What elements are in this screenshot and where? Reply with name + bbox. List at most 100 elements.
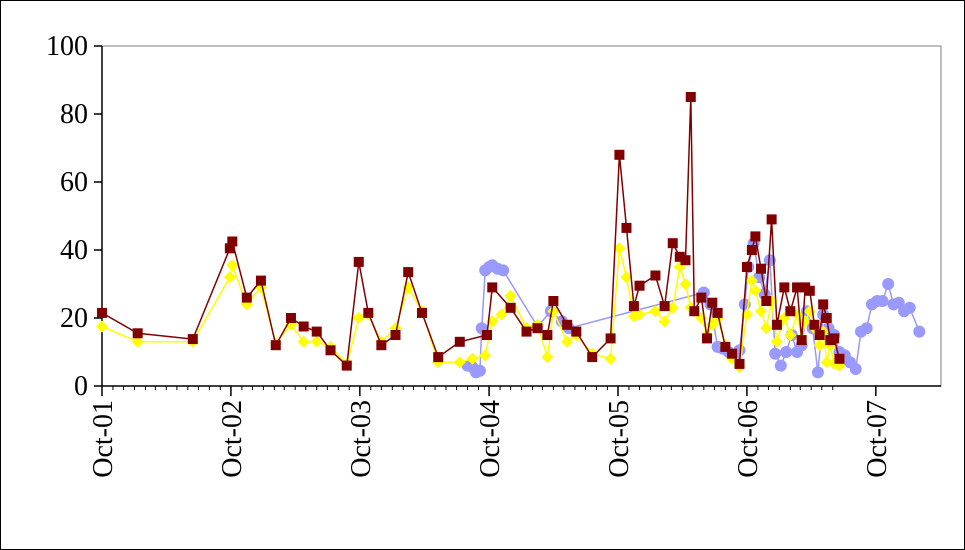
data-point xyxy=(829,333,840,344)
data-point xyxy=(707,297,718,308)
data-point xyxy=(341,360,352,371)
data-point xyxy=(466,352,479,365)
data-point xyxy=(376,340,387,351)
data-point xyxy=(187,334,198,345)
data-point xyxy=(750,231,761,242)
data-point xyxy=(505,302,516,313)
data-point xyxy=(674,251,685,262)
data-point xyxy=(804,285,815,296)
data-point xyxy=(680,255,691,266)
data-point xyxy=(325,345,336,356)
data-point xyxy=(561,335,574,348)
data-point xyxy=(223,271,236,284)
data-point xyxy=(771,319,782,330)
data-point xyxy=(226,259,239,272)
data-point xyxy=(658,315,671,328)
data-point xyxy=(587,352,598,363)
data-point xyxy=(473,364,486,377)
data-point xyxy=(433,352,444,363)
data-point xyxy=(311,326,322,337)
data-point xyxy=(689,306,700,317)
data-point xyxy=(532,323,543,334)
data-point xyxy=(416,307,427,318)
data-point xyxy=(811,366,824,379)
data-point xyxy=(497,264,510,277)
data-point xyxy=(541,351,554,364)
x-tick-label: Oct-01 xyxy=(88,400,119,478)
data-point xyxy=(834,353,845,364)
data-point xyxy=(849,363,862,375)
data-point xyxy=(542,330,553,340)
data-point xyxy=(860,322,873,335)
data-point xyxy=(796,335,807,346)
x-tick-label: Oct-05 xyxy=(604,400,635,478)
data-point xyxy=(97,307,107,318)
data-point xyxy=(548,296,559,306)
data-point xyxy=(774,359,787,372)
x-tick-label: Oct-06 xyxy=(733,400,764,478)
data-point xyxy=(666,301,679,314)
data-point xyxy=(745,274,758,287)
data-point xyxy=(903,301,916,314)
data-point xyxy=(255,275,266,286)
data-point xyxy=(649,305,662,318)
y-tick-label: 60 xyxy=(60,167,88,198)
data-point xyxy=(769,347,782,360)
series-0 xyxy=(97,92,845,371)
data-point xyxy=(454,336,465,347)
data-point xyxy=(96,320,108,333)
data-point xyxy=(650,270,661,281)
data-point xyxy=(353,256,364,267)
data-point xyxy=(297,335,310,348)
data-point xyxy=(766,214,777,225)
data-point xyxy=(741,262,752,272)
data-point xyxy=(696,292,707,303)
data-point xyxy=(310,335,323,348)
data-point xyxy=(702,333,713,344)
data-point xyxy=(913,325,926,338)
data-point xyxy=(285,313,296,323)
data-point xyxy=(504,289,517,302)
data-point xyxy=(521,326,532,337)
data-point xyxy=(770,335,783,348)
data-point xyxy=(756,263,767,274)
series-layer xyxy=(96,92,926,379)
data-point xyxy=(633,308,646,321)
data-point xyxy=(227,236,238,247)
x-axis: Oct-01 Oct-02 Oct-03 Oct-04 Oct-05 Oct-06 Oct-… xyxy=(88,385,941,478)
data-point xyxy=(487,282,498,293)
data-point xyxy=(270,340,281,351)
data-point xyxy=(821,313,832,323)
data-point xyxy=(876,295,889,307)
data-point xyxy=(628,301,639,312)
data-point xyxy=(562,319,573,330)
data-point xyxy=(809,319,820,330)
data-point xyxy=(882,278,895,290)
data-point xyxy=(605,333,616,344)
data-point xyxy=(746,245,757,255)
data-point xyxy=(792,282,803,293)
data-point xyxy=(604,352,617,365)
data-point xyxy=(352,312,365,324)
x-tick-label: Oct-03 xyxy=(346,400,377,478)
y-tick-label: 80 xyxy=(60,99,88,130)
data-point xyxy=(734,358,745,369)
x-tick-label: Oct-02 xyxy=(217,400,248,478)
data-point xyxy=(131,335,144,348)
x-tick-label: Oct-04 xyxy=(475,400,506,478)
series-line xyxy=(101,96,841,368)
data-point xyxy=(685,92,696,102)
data-point xyxy=(784,329,797,341)
data-point xyxy=(634,280,645,291)
data-point xyxy=(667,238,678,249)
data-point xyxy=(814,330,825,340)
data-point xyxy=(720,341,731,352)
data-point xyxy=(495,308,508,321)
y-tick-label: 20 xyxy=(60,303,88,334)
data-point xyxy=(813,339,826,352)
data-point xyxy=(613,242,626,255)
data-point xyxy=(620,271,633,284)
data-point xyxy=(132,328,143,339)
data-point xyxy=(453,356,466,369)
